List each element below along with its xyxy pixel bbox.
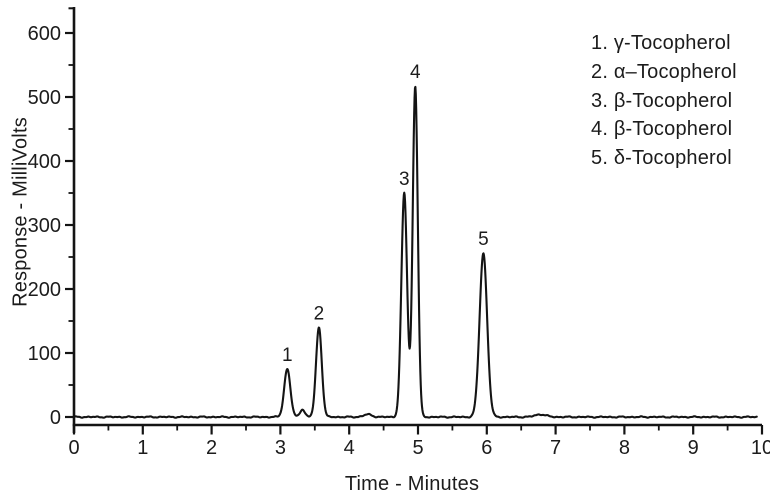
y-tick-label: 500 <box>28 87 61 109</box>
x-tick-label: 8 <box>619 437 630 459</box>
chromatogram-trace <box>72 85 758 419</box>
x-axis-title: Time - Minutes <box>344 473 480 495</box>
y-tick-label: 0 <box>50 407 61 429</box>
legend-item-3: 3. β-Tocopherol <box>591 89 733 112</box>
x-tick-label: 9 <box>688 437 699 459</box>
peak-label-3: 3 <box>399 169 410 190</box>
x-tick-label: 3 <box>275 437 286 459</box>
y-tick-label: 600 <box>28 23 61 45</box>
x-tick-label: 2 <box>206 437 217 459</box>
x-tick-label: 1 <box>137 437 148 459</box>
x-tick-label: 6 <box>481 437 492 459</box>
x-tick-label: 4 <box>344 437 355 459</box>
peak-label-1: 1 <box>282 345 293 366</box>
x-tick-label: 7 <box>550 437 561 459</box>
peak-label-5: 5 <box>478 229 489 250</box>
y-tick-label: 400 <box>28 151 61 173</box>
x-tick-label: 0 <box>68 437 79 459</box>
legend-item-1: 1. γ-Tocopherol <box>591 32 731 54</box>
peak-label-2: 2 <box>314 303 325 324</box>
y-tick-label: 200 <box>28 279 61 301</box>
y-tick-label: 100 <box>28 343 61 365</box>
x-tick-label: 10 <box>751 437 770 459</box>
y-axis-title: Response - MilliVolts <box>9 117 32 307</box>
y-tick-label: 300 <box>28 215 61 237</box>
legend-item-5: 5. δ-Tocopherol <box>591 147 732 170</box>
peak-label-4: 4 <box>410 62 421 83</box>
legend-item-2: 2. α–Tocopherol <box>591 60 737 83</box>
legend-item-4: 4. β-Tocopherol <box>591 118 733 141</box>
legend: 1. γ-Tocopherol 2. α–Tocopherol 3. β-Toc… <box>591 29 737 173</box>
x-tick-label: 5 <box>412 437 423 459</box>
